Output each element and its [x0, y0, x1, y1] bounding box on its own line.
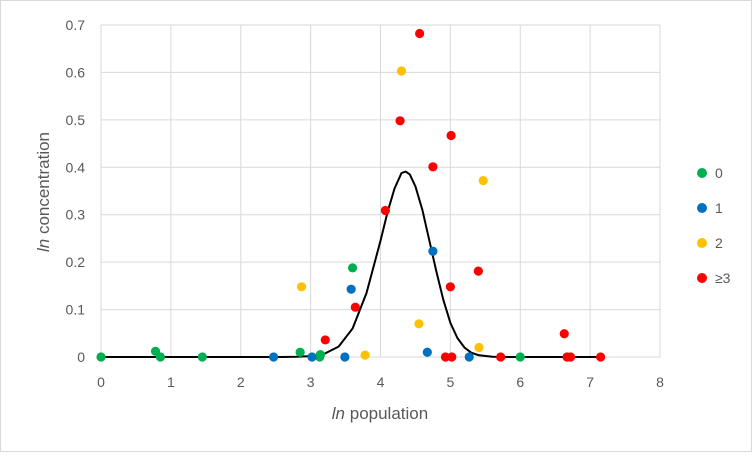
y-axis-tick-labels: 0 0.1 0.2 0.3 0.4 0.5 0.6 0.7 — [66, 17, 86, 365]
data-point-series-3 — [445, 282, 455, 292]
x-tick-label: 4 — [377, 374, 385, 390]
data-point-series-0 — [197, 352, 207, 362]
data-point-series-3 — [380, 205, 390, 216]
legend-label-0: 0 — [715, 165, 723, 181]
fit-curve-line — [101, 170, 605, 358]
y-tick-label: 0.6 — [66, 64, 86, 80]
x-tick-label: 3 — [307, 374, 315, 390]
data-point-series-2 — [414, 319, 424, 329]
data-point-series-0 — [96, 352, 106, 362]
data-point-series-0 — [515, 352, 525, 362]
x-tick-label: 7 — [586, 374, 594, 390]
data-point-series-0 — [315, 350, 326, 360]
data-point-series-3 — [596, 352, 606, 362]
data-point-series-0 — [155, 352, 165, 362]
data-point-series-1 — [340, 352, 350, 362]
x-axis-title: ln population — [332, 404, 428, 423]
data-point-series-0 — [347, 263, 358, 273]
legend-marker-0 — [697, 168, 707, 178]
y-tick-label: 0.7 — [66, 17, 86, 33]
legend-marker-1 — [697, 203, 707, 213]
legend-marker-3 — [697, 273, 707, 283]
data-point-series-3 — [415, 28, 425, 39]
data-point-series-3 — [496, 352, 506, 362]
y-tick-label: 0.1 — [66, 302, 86, 318]
data-point-series-2 — [478, 175, 488, 186]
x-tick-label: 5 — [446, 374, 454, 390]
gridlines — [100, 24, 661, 358]
legend-label-3: ≥3 — [715, 270, 731, 286]
data-point-series-1 — [307, 352, 317, 362]
data-point-series-1 — [422, 347, 432, 357]
x-tick-label: 0 — [97, 374, 105, 390]
x-axis-tick-labels: 0 1 2 3 4 5 6 7 8 — [97, 374, 664, 390]
data-point-series-3 — [473, 266, 483, 276]
data-point-series-3 — [428, 162, 438, 172]
data-point-series-3 — [447, 352, 457, 362]
y-tick-label: 0.4 — [66, 159, 86, 175]
data-point-series-3 — [440, 352, 451, 362]
legend-marker-2 — [697, 238, 707, 248]
y-tick-label: 0.3 — [66, 207, 86, 223]
x-tick-label: 2 — [237, 374, 245, 390]
legend-label-2: 2 — [715, 235, 723, 251]
data-point-series-3 — [350, 302, 360, 312]
data-point-series-3 — [395, 116, 405, 126]
data-point-series-3 — [565, 352, 576, 362]
data-point-series-2 — [360, 350, 370, 360]
x-tick-label: 1 — [167, 374, 175, 390]
data-point-series-2 — [296, 282, 307, 292]
y-tick-label: 0 — [77, 349, 85, 365]
y-tick-label: 0.2 — [66, 254, 86, 270]
data-point-series-3 — [446, 130, 456, 141]
data-points-layer — [96, 28, 606, 362]
data-point-series-0 — [295, 347, 305, 357]
data-point-series-1 — [464, 352, 474, 362]
y-tick-label: 0.5 — [66, 112, 86, 128]
x-tick-label: 8 — [656, 374, 664, 390]
legend-label-1: 1 — [715, 200, 723, 216]
data-point-series-1 — [346, 284, 356, 294]
data-point-series-3 — [320, 335, 330, 345]
data-point-series-3 — [559, 329, 569, 339]
legend: 0 1 2 ≥3 — [697, 165, 731, 286]
x-tick-label: 6 — [516, 374, 524, 390]
fit-curve-layer — [101, 170, 605, 358]
data-point-series-1 — [268, 352, 279, 362]
data-point-series-2 — [474, 342, 484, 353]
data-point-series-1 — [428, 246, 438, 256]
y-axis-title: ln concentration — [34, 132, 53, 252]
data-point-series-2 — [396, 66, 407, 76]
